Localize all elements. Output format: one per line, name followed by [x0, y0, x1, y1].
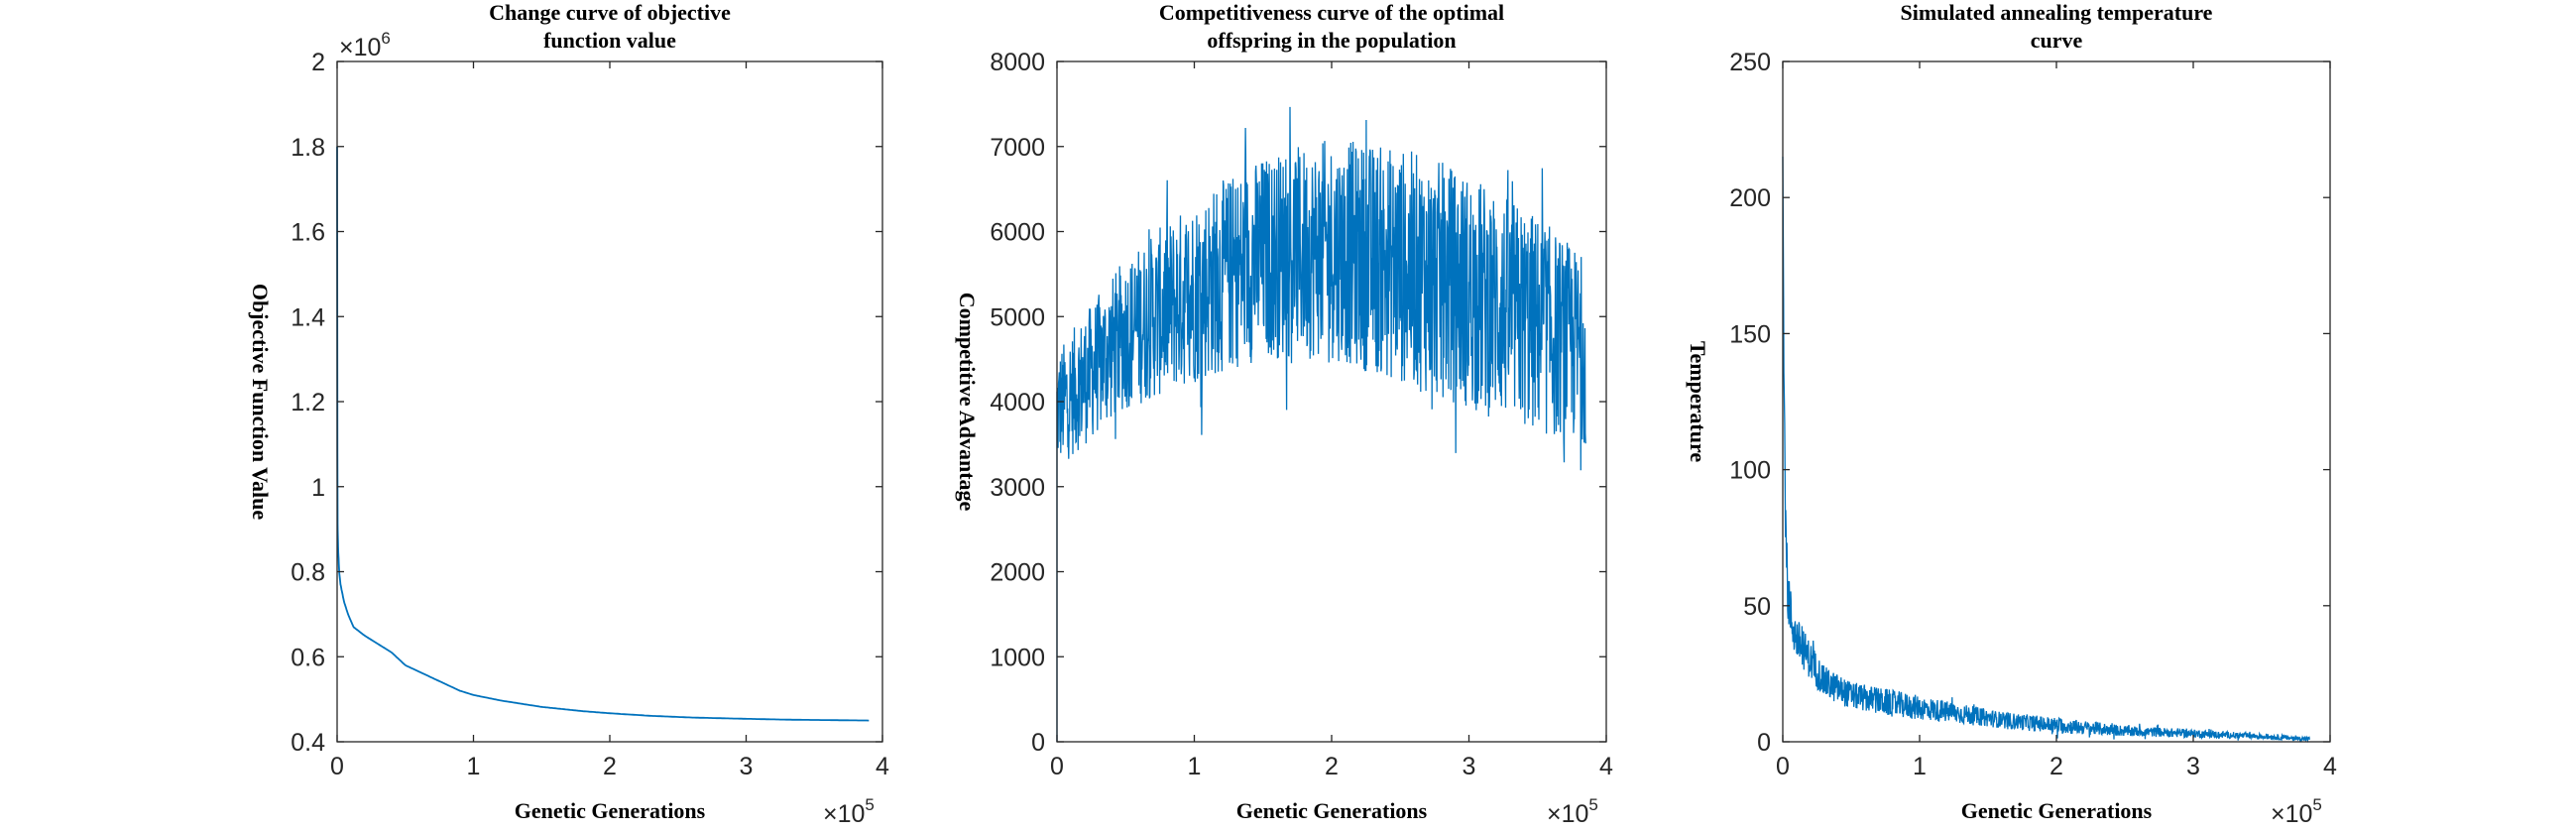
x-tick-label: 0 [1776, 753, 1790, 780]
x-axis-label: Genetic Generations [1961, 798, 2153, 823]
x-tick-label: 4 [876, 753, 889, 780]
y-axis-label: Temperature [1686, 341, 1710, 462]
y-axis-label: Competitive Advantage [955, 293, 980, 512]
y-multiplier: ×106 [339, 29, 391, 61]
y-tick-label: 6000 [990, 219, 1045, 247]
y-tick-label: 0.4 [291, 729, 325, 757]
x-tick-label: 3 [740, 753, 754, 780]
y-tick-label: 7000 [990, 134, 1045, 162]
y-tick-label: 0 [1031, 729, 1045, 757]
x-tick-label: 2 [1325, 753, 1339, 780]
y-tick-label: 1.4 [291, 303, 325, 331]
objective-function-plot: 0 1 2 3 4 0.4 0.6 0.8 1 1.2 1.4 1.6 1.8 2 Change curve… [248, 0, 889, 828]
chart-title-line: function value [543, 28, 676, 53]
chart-title-line: Competitiveness curve of the optimal [1159, 0, 1504, 25]
competitiveness-plot: 0 1 2 3 4 0 1000 2000 3000 4000 5000 6000 7000 8000 Co… [955, 0, 1613, 828]
y-tick-label: 100 [1729, 457, 1771, 485]
axes-box [336, 60, 883, 743]
x-tick-label: 1 [1913, 753, 1927, 780]
x-tick-label: 2 [603, 753, 617, 780]
x-tick-label: 4 [1599, 753, 1613, 780]
series-line [336, 146, 870, 722]
y-tick-label: 0.8 [291, 559, 325, 587]
series-line [1056, 106, 1586, 742]
y-tick-label: 250 [1729, 49, 1771, 76]
series-line [1782, 156, 2310, 744]
y-tick-label: 50 [1743, 593, 1771, 621]
y-tick-label: 3000 [990, 474, 1045, 502]
y-axis-label: Objective Function Value [248, 284, 273, 521]
y-tick-label: 1 [311, 474, 325, 502]
chart-title-line: curve [2031, 28, 2083, 53]
temperature-plot: 0 1 2 3 4 0 50 100 150 200 250 Simulated annealing … [1686, 0, 2337, 828]
y-tick-label: 2 [311, 49, 325, 76]
x-tick-label: 3 [2186, 753, 2200, 780]
x-tick-label: 1 [467, 753, 481, 780]
y-tick-label: 0.6 [291, 644, 325, 671]
x-tick-label: 0 [1050, 753, 1064, 780]
x-tick-label: 3 [1463, 753, 1476, 780]
x-tick-label: 4 [2323, 753, 2337, 780]
x-axis-label: Genetic Generations [515, 798, 706, 823]
x-tick-label: 0 [330, 753, 344, 780]
x-tick-label: 2 [2049, 753, 2063, 780]
chart-title-line: Change curve of objective [489, 0, 731, 25]
y-tick-label: 1.2 [291, 389, 325, 416]
axes-box [1782, 60, 2331, 743]
y-tick-label: 4000 [990, 389, 1045, 416]
y-tick-label: 5000 [990, 303, 1045, 331]
y-tick-label: 1.6 [291, 219, 325, 247]
y-tick-label: 150 [1729, 320, 1771, 348]
y-tick-label: 1000 [990, 644, 1045, 671]
x-multiplier: ×105 [823, 795, 875, 828]
y-tick-label: 0 [1757, 729, 1771, 757]
chart-title-line: offspring in the population [1207, 28, 1456, 53]
x-axis-label: Genetic Generations [1236, 798, 1428, 823]
y-tick-label: 2000 [990, 559, 1045, 587]
x-tick-label: 1 [1188, 753, 1202, 780]
chart-title-line: Simulated annealing temperature [1901, 0, 2213, 25]
y-tick-label: 8000 [990, 49, 1045, 76]
y-tick-label: 200 [1729, 184, 1771, 212]
x-multiplier: ×105 [1547, 795, 1598, 828]
y-tick-label: 1.8 [291, 134, 325, 162]
x-multiplier: ×105 [2271, 795, 2322, 828]
